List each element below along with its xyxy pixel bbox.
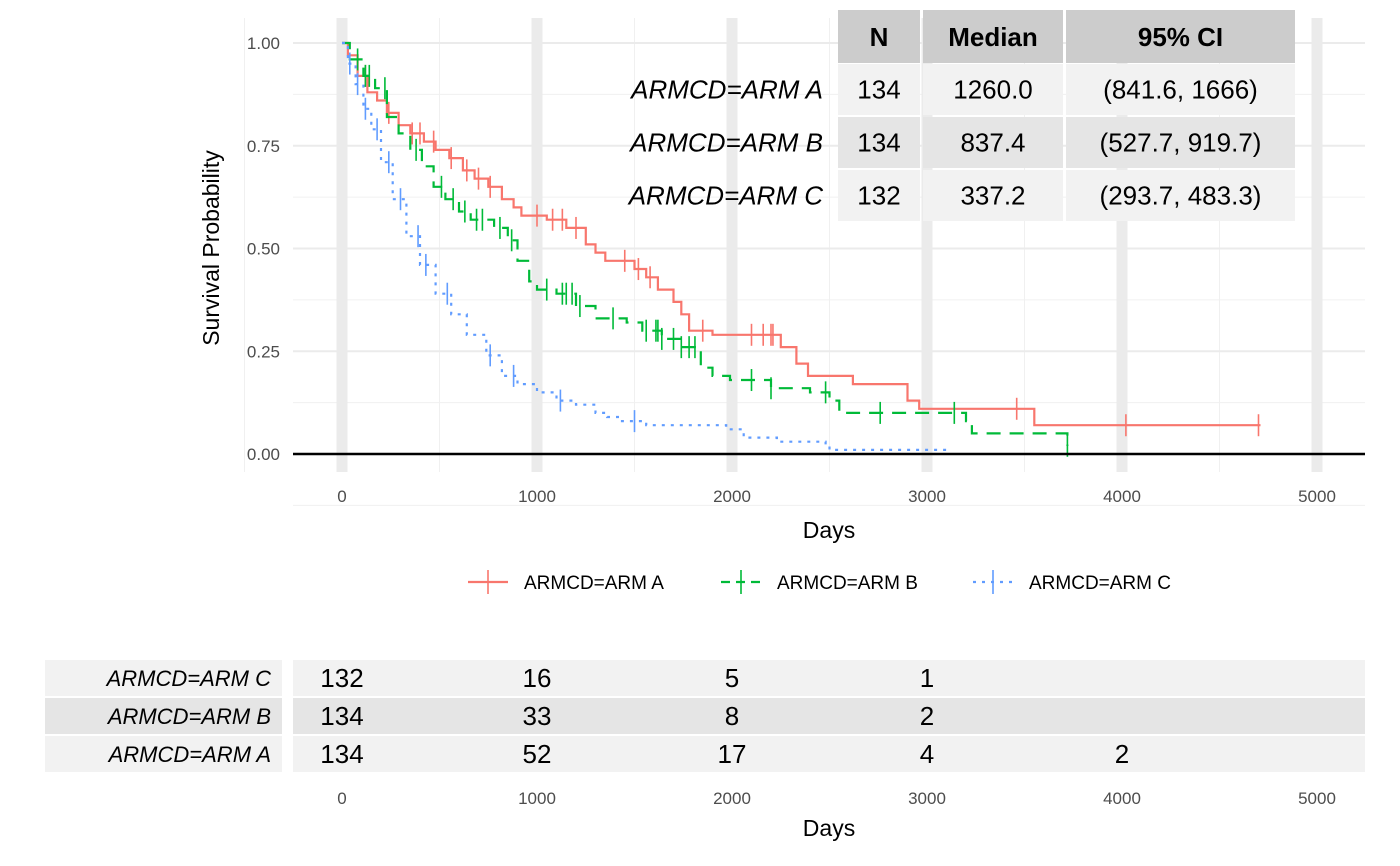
survival-curve-2: [342, 41, 1069, 446]
summary-cell-0-2: (841.6, 1666): [1103, 75, 1258, 105]
summary-cell-0-0: 134: [857, 75, 900, 105]
x-axis-title: Days: [803, 517, 855, 543]
summary-cell-bg-0-0: [838, 64, 920, 115]
survival-curve-3: [342, 41, 947, 451]
survival-curves: [342, 41, 1261, 457]
summary-cell-2-0: 132: [857, 181, 900, 211]
summary-cell-bg-0-2: [1066, 64, 1295, 115]
risk-x-tick-label-5: 5000: [1298, 789, 1336, 808]
risk-count-2-2: 17: [718, 739, 747, 769]
summary-cell-1-2: (527.7, 919.7): [1100, 128, 1262, 158]
y-tick-label-1: 0.25: [247, 342, 280, 361]
y-ticks: 0.00 0.25 0.50 0.75 1.00: [247, 34, 280, 464]
x-tick-label-4: 4000: [1103, 487, 1141, 506]
risk-count-1-0: 134: [320, 701, 363, 731]
risk-count-1-2: 8: [725, 701, 739, 731]
risk-count-0-2: 5: [725, 663, 739, 693]
summary-cell-bg-2-2: [1066, 170, 1295, 221]
risk-x-tick-label-4: 4000: [1103, 789, 1141, 808]
legend: ARMCD=ARM A ARMCD=ARM B ARMCD=ARM C: [468, 570, 1171, 594]
risk-table: ARMCD=ARM C 132 16 5 1 ARMCD=ARM B 134 33 8 2 ARMC…: [45, 660, 1365, 808]
risk-row-label-1: ARMCD=ARM B: [106, 704, 271, 729]
summary-cell-bg-0-1: [923, 64, 1063, 115]
summary-cell-bg-2-1: [923, 170, 1063, 221]
x-tick-label-3: 3000: [908, 487, 946, 506]
summary-cell-bg-2-0: [838, 170, 920, 221]
risk-count-1-3: 2: [920, 701, 934, 731]
risk-count-2-1: 52: [523, 739, 552, 769]
risk-label-bg-2: [45, 736, 282, 772]
summary-cell-2-2: (293.7, 483.3): [1100, 181, 1262, 211]
risk-x-tick-label-1: 1000: [518, 789, 556, 808]
summary-cell-bg-1-1: [923, 117, 1063, 168]
risk-label-bg-0: [45, 660, 282, 696]
summary-header-cell-0: [838, 10, 920, 63]
legend-label-2: ARMCD=ARM B: [777, 573, 918, 594]
summary-header-2: 95% CI: [1138, 22, 1223, 52]
risk-x-tick-label-3: 3000: [908, 789, 946, 808]
legend-label-3: ARMCD=ARM C: [1029, 573, 1171, 594]
legend-label-1: ARMCD=ARM A: [524, 573, 664, 594]
summary-header-0: N: [870, 22, 889, 52]
y-tick-label-2: 0.50: [247, 240, 280, 259]
risk-row-bg-2: [293, 736, 1365, 772]
legend-item-3: ARMCD=ARM C: [973, 570, 1171, 594]
risk-count-2-4: 2: [1115, 739, 1129, 769]
summary-cell-1-1: 837.4: [960, 128, 1025, 158]
summary-cell-1-0: 134: [857, 128, 900, 158]
risk-count-1-1: 33: [523, 701, 552, 731]
y-tick-label-3: 0.75: [247, 137, 280, 156]
risk-row-label-0: ARMCD=ARM C: [105, 666, 272, 691]
y-tick-label-0: 0.00: [247, 445, 280, 464]
risk-row-bg-1: [293, 698, 1365, 734]
risk-label-bg-1: [45, 698, 282, 734]
x-tick-label-1: 1000: [518, 487, 556, 506]
legend-item-2: ARMCD=ARM B: [721, 570, 918, 594]
summary-table: N Median 95% CI ARMCD=ARM A 134 1260.0 (841.6,…: [627, 10, 1295, 221]
summary-header-1: Median: [948, 22, 1038, 52]
risk-count-0-3: 1: [920, 663, 934, 693]
x-ticks: 0 1000 2000 3000 4000 5000: [337, 487, 1336, 506]
risk-count-2-0: 134: [320, 739, 363, 769]
summary-cell-2-1: 337.2: [960, 181, 1025, 211]
risk-count-0-0: 132: [320, 663, 363, 693]
summary-header-cell-1: [923, 10, 1063, 63]
risk-x-tick-label-2: 2000: [713, 789, 751, 808]
x-tick-label-2: 2000: [713, 487, 751, 506]
x-tick-label-5: 5000: [1298, 487, 1336, 506]
summary-header-cell-2: [1066, 10, 1295, 63]
legend-item-1: ARMCD=ARM A: [468, 570, 664, 594]
risk-count-0-1: 16: [523, 663, 552, 693]
summary-row-label-2: ARMCD=ARM C: [627, 181, 824, 211]
risk-row-bg-0: [293, 660, 1365, 696]
summary-cell-0-1: 1260.0: [953, 75, 1033, 105]
risk-x-tick-label-0: 0: [337, 789, 346, 808]
summary-row-label-1: ARMCD=ARM B: [628, 128, 823, 158]
summary-row-label-0: ARMCD=ARM A: [629, 75, 823, 105]
y-axis-title: Survival Probability: [198, 150, 224, 346]
risk-row-label-2: ARMCD=ARM A: [107, 742, 271, 767]
summary-cell-bg-1-0: [838, 117, 920, 168]
risk-count-2-3: 4: [920, 739, 934, 769]
x-tick-label-0: 0: [337, 487, 346, 506]
y-tick-label-4: 1.00: [247, 34, 280, 53]
risk-x-axis-title: Days: [803, 815, 855, 841]
summary-cell-bg-1-2: [1066, 117, 1295, 168]
